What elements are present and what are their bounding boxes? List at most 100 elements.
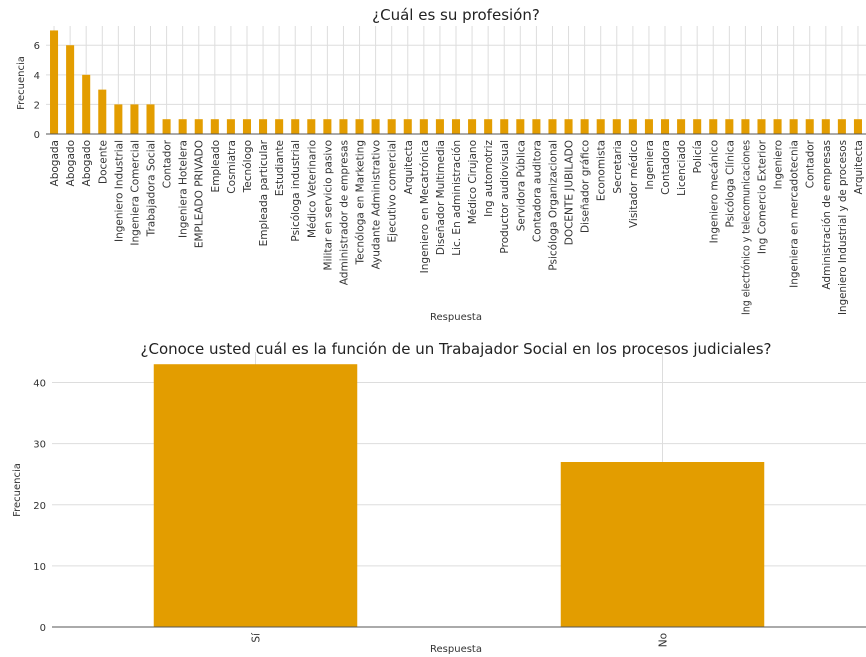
grid-lines	[46, 26, 866, 135]
bar	[98, 89, 107, 134]
x-tick-label: EMPLEADO PRIVADO	[194, 140, 206, 248]
y-tick-label: 0	[40, 623, 46, 634]
x-tick-label: Ingeniero Industrial y de procesos	[837, 140, 849, 315]
bar	[178, 119, 187, 134]
bar	[371, 119, 380, 134]
bar	[242, 119, 251, 134]
x-tick-label: Psicóloga Clínica	[724, 140, 736, 227]
x-tick-label: Empleado	[210, 140, 222, 192]
bars	[50, 30, 862, 135]
bar	[709, 119, 718, 134]
x-tick-label: Docente	[97, 140, 109, 184]
y-tick-label: 10	[33, 562, 46, 573]
x-tick-label: Arquitecta	[403, 140, 415, 194]
x-tick-label: Contador	[162, 139, 174, 188]
x-tick-label: Servidora Pública	[515, 140, 527, 231]
bar	[146, 104, 155, 134]
bar	[210, 119, 219, 134]
bar	[275, 119, 284, 134]
y-axis-label: Frecuencia	[16, 56, 27, 110]
x-tick-label: No	[658, 633, 670, 647]
x-tick-label: Ingeniero en Mecatrónica	[419, 140, 431, 273]
bar	[323, 119, 332, 134]
x-tick-label: Contadora	[660, 140, 672, 195]
y-tick-labels: 0 2 4 6	[34, 41, 40, 141]
x-axis-label: Respuesta	[430, 644, 482, 655]
bar	[162, 119, 171, 134]
x-tick-label: Ingeniera	[644, 140, 656, 190]
bar	[789, 119, 798, 134]
bar	[435, 119, 444, 134]
bar	[451, 119, 461, 134]
x-tick-label: Arquitecta	[853, 140, 865, 194]
x-tick-label: Militar en servicio pasivo	[322, 140, 334, 270]
bar	[484, 119, 493, 134]
x-tick-label: Empleada particular	[258, 139, 270, 246]
knowledge-bar-chart: ¿Conoce usted cuál es la función de un T…	[12, 340, 866, 655]
y-axis-label: Frecuencia	[12, 463, 23, 517]
x-tick-label: Trabajadora Social	[146, 140, 158, 237]
x-tick-label: Ayudante Administrativo	[371, 140, 383, 269]
bar	[387, 119, 396, 134]
x-axis-label: Respuesta	[430, 312, 482, 323]
x-tick-label: Estudiante	[274, 140, 286, 196]
x-tick-label: Diseñador gráfico	[580, 140, 592, 233]
x-tick-label: Ingeniera en mercadotecnia	[789, 140, 801, 288]
bar	[821, 119, 830, 134]
x-tick-label: Contadora auditora	[531, 140, 543, 242]
bar	[644, 119, 653, 134]
bar	[259, 119, 268, 134]
x-tick-label: Ing Comercio Exterior	[756, 139, 768, 254]
bar	[82, 74, 91, 134]
x-tick-label: Economista	[596, 140, 608, 201]
bar	[194, 119, 203, 134]
bar	[500, 119, 509, 134]
x-tick-label: Tecnólogo	[242, 140, 254, 193]
x-tick-labels: Abogada Abogado Abogado Docente Ingeniero In…	[49, 139, 865, 315]
x-tick-label: Licenciado	[676, 140, 688, 196]
bar	[66, 45, 75, 134]
bar	[564, 119, 573, 134]
bar	[560, 462, 765, 627]
bar	[307, 119, 316, 134]
bar	[805, 119, 814, 134]
x-tick-label: Policía	[692, 140, 704, 173]
x-tick-label: Administración de empresas	[821, 140, 833, 290]
x-tick-label: Psicóloga Organizacional	[547, 140, 559, 271]
bar	[677, 119, 686, 134]
x-tick-label: Secretaria	[612, 140, 624, 194]
bar	[355, 119, 364, 134]
x-tick-label: Ejecutivo comercial	[387, 140, 399, 242]
y-tick-label: 0	[34, 130, 40, 141]
x-tick-label: Tecnóloga en Marketing	[355, 140, 367, 266]
bar	[291, 119, 300, 134]
bars	[153, 364, 765, 627]
x-tick-label: Ing electrónico y telecomunicaciones	[740, 140, 752, 315]
x-tick-label: Sí	[251, 632, 263, 643]
bar	[114, 104, 123, 134]
x-tick-label: Ing automotriz	[483, 140, 495, 217]
bar	[741, 119, 750, 134]
y-tick-label: 20	[33, 501, 46, 512]
x-tick-label: Abogado	[81, 140, 93, 186]
y-tick-labels: 0 10 20 30 40	[33, 379, 46, 634]
x-tick-label: Ingeniera Hotelera	[178, 140, 190, 238]
bar	[757, 119, 766, 134]
chart-title: ¿Cuál es su profesión?	[372, 6, 540, 24]
x-tick-label: Médico Veterinario	[306, 140, 318, 238]
bar	[693, 119, 702, 134]
x-tick-label: Lic. En administración	[451, 140, 463, 256]
y-tick-label: 2	[34, 100, 40, 111]
chart-title: ¿Conoce usted cuál es la función de un T…	[141, 340, 772, 358]
y-tick-label: 6	[34, 41, 40, 52]
bar	[403, 119, 412, 134]
x-tick-label: Productor audiovisual	[499, 140, 511, 254]
x-tick-label: Médico Cirujano	[467, 140, 479, 224]
x-tick-label: Psicóloga industrial	[290, 140, 302, 242]
bar	[628, 119, 637, 134]
x-tick-label: Ingeniero Industrial	[113, 140, 125, 242]
bar	[548, 119, 557, 134]
y-tick-label: 4	[34, 71, 40, 82]
bar	[580, 119, 589, 134]
y-tick-label: 30	[33, 440, 46, 451]
